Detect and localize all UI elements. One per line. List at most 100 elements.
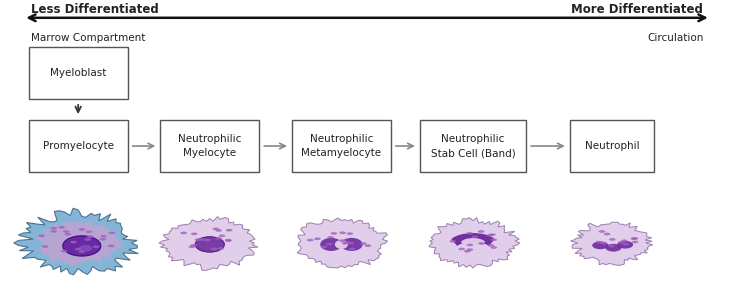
FancyBboxPatch shape bbox=[29, 120, 128, 172]
Circle shape bbox=[490, 246, 497, 249]
Circle shape bbox=[609, 238, 616, 241]
Text: Less Differentiated: Less Differentiated bbox=[31, 3, 159, 16]
Circle shape bbox=[219, 234, 225, 237]
Circle shape bbox=[487, 244, 494, 247]
Text: Marrow Compartment: Marrow Compartment bbox=[31, 33, 145, 43]
Circle shape bbox=[59, 226, 65, 229]
Circle shape bbox=[471, 235, 478, 238]
Circle shape bbox=[339, 231, 346, 234]
Circle shape bbox=[51, 230, 57, 233]
Circle shape bbox=[622, 243, 629, 245]
Circle shape bbox=[92, 246, 99, 248]
Circle shape bbox=[190, 244, 197, 247]
Circle shape bbox=[344, 241, 350, 244]
Circle shape bbox=[51, 227, 57, 230]
Circle shape bbox=[198, 238, 205, 241]
Circle shape bbox=[464, 250, 470, 253]
Circle shape bbox=[87, 235, 94, 238]
Circle shape bbox=[79, 250, 85, 253]
Text: More Differentiated: More Differentiated bbox=[572, 3, 703, 16]
Circle shape bbox=[479, 242, 485, 245]
Circle shape bbox=[618, 241, 625, 244]
Circle shape bbox=[459, 248, 465, 250]
Circle shape bbox=[213, 228, 219, 230]
Circle shape bbox=[216, 229, 222, 232]
Text: Neutrophilic
Stab Cell (Band): Neutrophilic Stab Cell (Band) bbox=[431, 134, 515, 158]
Polygon shape bbox=[36, 220, 122, 265]
Circle shape bbox=[225, 239, 231, 241]
Circle shape bbox=[79, 228, 85, 231]
Circle shape bbox=[86, 231, 92, 233]
Circle shape bbox=[38, 234, 45, 237]
Circle shape bbox=[65, 233, 71, 236]
Circle shape bbox=[478, 230, 484, 233]
Circle shape bbox=[599, 230, 606, 233]
Circle shape bbox=[61, 250, 68, 252]
Circle shape bbox=[181, 231, 187, 234]
Circle shape bbox=[63, 230, 70, 233]
Circle shape bbox=[100, 235, 106, 237]
Circle shape bbox=[211, 248, 217, 250]
Circle shape bbox=[360, 242, 367, 245]
Ellipse shape bbox=[617, 241, 633, 249]
Circle shape bbox=[327, 236, 334, 239]
Circle shape bbox=[108, 245, 115, 247]
Circle shape bbox=[608, 244, 615, 247]
Polygon shape bbox=[429, 218, 520, 268]
Ellipse shape bbox=[606, 244, 622, 252]
Circle shape bbox=[467, 248, 473, 251]
Polygon shape bbox=[159, 217, 258, 270]
Polygon shape bbox=[14, 208, 138, 275]
Circle shape bbox=[75, 248, 81, 250]
Circle shape bbox=[307, 239, 313, 241]
Circle shape bbox=[631, 237, 637, 240]
Circle shape bbox=[326, 243, 333, 245]
Circle shape bbox=[226, 229, 233, 231]
Circle shape bbox=[100, 238, 106, 240]
Circle shape bbox=[346, 232, 353, 235]
Circle shape bbox=[70, 241, 77, 244]
FancyBboxPatch shape bbox=[570, 120, 654, 172]
Circle shape bbox=[490, 233, 496, 236]
Ellipse shape bbox=[79, 245, 92, 252]
Circle shape bbox=[348, 242, 355, 244]
Ellipse shape bbox=[335, 240, 348, 249]
Circle shape bbox=[330, 232, 337, 235]
Circle shape bbox=[631, 237, 638, 240]
Circle shape bbox=[365, 244, 371, 247]
Ellipse shape bbox=[63, 236, 101, 256]
Circle shape bbox=[42, 245, 48, 248]
Circle shape bbox=[215, 237, 222, 240]
Circle shape bbox=[632, 241, 639, 243]
Circle shape bbox=[217, 247, 224, 250]
Ellipse shape bbox=[195, 237, 225, 252]
FancyBboxPatch shape bbox=[29, 47, 128, 99]
Polygon shape bbox=[297, 218, 388, 268]
Circle shape bbox=[621, 240, 628, 242]
Circle shape bbox=[225, 239, 232, 242]
FancyBboxPatch shape bbox=[161, 120, 259, 172]
Circle shape bbox=[321, 246, 327, 248]
Text: Myeloblast: Myeloblast bbox=[50, 68, 106, 78]
Text: Circulation: Circulation bbox=[647, 33, 703, 43]
Circle shape bbox=[467, 244, 473, 246]
Ellipse shape bbox=[320, 238, 342, 251]
Circle shape bbox=[349, 248, 355, 250]
Ellipse shape bbox=[592, 241, 608, 249]
Text: Promyelocyte: Promyelocyte bbox=[43, 141, 114, 151]
Circle shape bbox=[490, 238, 497, 241]
Circle shape bbox=[449, 240, 456, 243]
Ellipse shape bbox=[341, 238, 363, 251]
Circle shape bbox=[342, 242, 349, 245]
Circle shape bbox=[339, 239, 346, 242]
Circle shape bbox=[487, 234, 493, 237]
Circle shape bbox=[314, 237, 321, 240]
Circle shape bbox=[204, 239, 211, 241]
FancyBboxPatch shape bbox=[420, 120, 526, 172]
Circle shape bbox=[84, 238, 91, 241]
Circle shape bbox=[191, 233, 197, 235]
Polygon shape bbox=[570, 222, 653, 265]
Text: Neutrophilic
Myelocyte: Neutrophilic Myelocyte bbox=[178, 134, 241, 158]
Circle shape bbox=[595, 241, 602, 244]
Circle shape bbox=[109, 231, 115, 234]
